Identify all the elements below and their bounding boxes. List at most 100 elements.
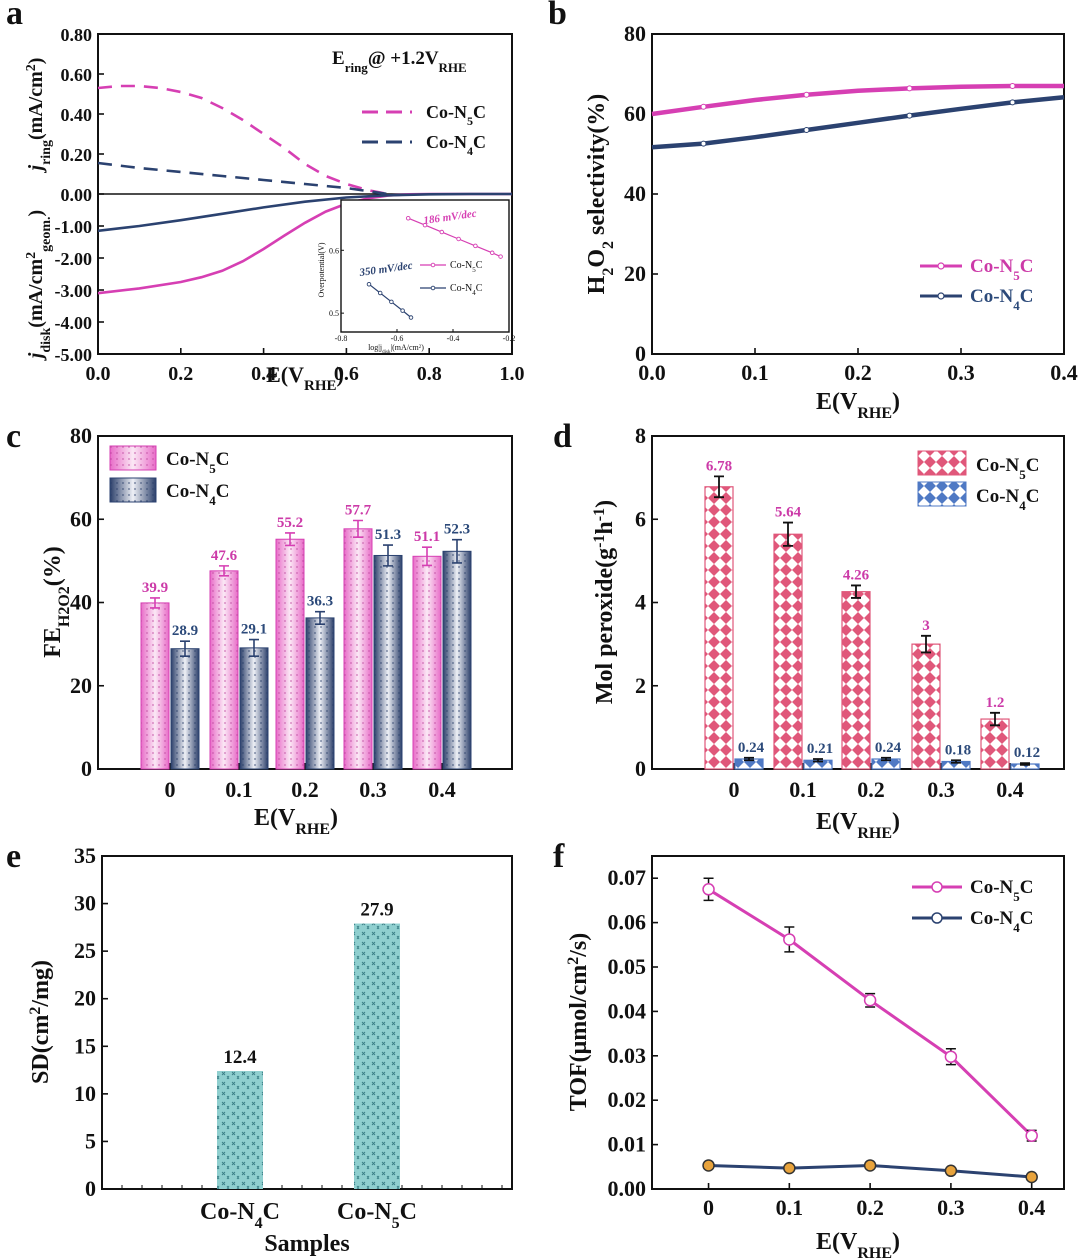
panel-f-ytick-label: 0.05: [608, 954, 647, 979]
panel-b-xlabel-part: E(V: [816, 389, 858, 415]
panel-a-inset-legend-label: Co-N5C: [450, 260, 483, 274]
panel-b-series-0: [651, 83, 1064, 117]
panel-d-errorbar: [744, 756, 754, 762]
panel-b-legend-label: Co-N4C: [970, 286, 1034, 313]
panel-d-bar-0: [980, 718, 1010, 770]
panel-c-errorbar: [315, 610, 325, 625]
panel-letter-b: b: [548, 0, 567, 32]
panel-a-ylabel-disk-text-part: j: [25, 352, 47, 361]
panel-b-ylabel-text-part: selectivity(%): [584, 94, 610, 241]
panel-c-errorbar: [353, 519, 363, 538]
panel-c-bar-pattern: [306, 617, 334, 769]
panel-d-legend-swatch: [917, 450, 967, 476]
panel-b-point: [1009, 99, 1016, 106]
panel-c-ytick-label: 0: [81, 756, 92, 781]
panel-c-ylabel-text-part: FE: [40, 627, 66, 658]
panel-f-xtick-label: 0.4: [1018, 1195, 1046, 1220]
panel-b-ylabel-text-part: H: [584, 275, 610, 294]
panel-d-legend-label-part: C: [1026, 486, 1040, 507]
panel-d-ytick-label: 2: [635, 673, 646, 698]
panel-f-ytick-label: 0.03: [608, 1043, 647, 1068]
panel-a-inset-legend-marker: [430, 262, 436, 268]
panel-f-frame: [651, 855, 1065, 1190]
panel-e-ytick-label: 35: [74, 843, 96, 868]
panel-a-inset-legend-label-part: C: [476, 283, 483, 294]
panel-f-xlabel-part: E(V: [816, 1229, 858, 1255]
panel-letter-f: f: [553, 838, 565, 875]
panel-c-ytick-label: 20: [70, 673, 92, 698]
panel-d-ylabel-text-part: -1: [591, 508, 608, 521]
panel-a-inset-legend-label-part: 4: [472, 289, 476, 297]
panel-e-ytick-label: 15: [74, 1033, 96, 1058]
panel-a-inset-xtick-label: -0.8: [335, 334, 348, 343]
panel-e-ylabel: SD(cm2/mg): [27, 960, 55, 1084]
panel-e-ytick-label: 10: [74, 1081, 96, 1106]
panel-f-ylabel-text-part: 2: [565, 957, 582, 965]
panel-a-xtick-label: 0.2: [168, 363, 193, 385]
panel-c-legend-label: Co-N4C: [166, 481, 230, 508]
panel-e-ytick-label: 5: [85, 1128, 96, 1153]
panel-d-ytick-label: 6: [635, 506, 646, 531]
panel-f-ytick-label: 0.02: [608, 1087, 647, 1112]
panel-a-series-3: [97, 192, 512, 233]
panel-a-xtick-label: 0.8: [417, 363, 442, 385]
panel-a-legend-label-part: 5: [467, 114, 473, 128]
panel-f-ytick-label: 0.01: [608, 1132, 647, 1157]
panel-a-ylabel-disk-text-part: (mA/cm: [25, 259, 47, 328]
panel-a-inset-legend-marker: [430, 285, 436, 291]
panel-c-data-label: 29.1: [241, 622, 267, 638]
panel-a-inset-point: [489, 250, 495, 256]
panel-f-point-0: [944, 1050, 958, 1063]
panel-d-data-label: 6.78: [706, 458, 732, 474]
panel-a-inset-ytick-label: 0.5: [329, 309, 339, 318]
panel-d-errorbar: [921, 634, 931, 654]
panel-b-legend-label: Co-N5C: [970, 256, 1034, 283]
panel-b-ytick-label: 40: [624, 181, 646, 206]
panel-c-bar-pattern: [374, 555, 402, 769]
panel-d-ylabel-text-part: -1: [591, 535, 608, 548]
panel-letter-e: e: [6, 838, 21, 875]
panel-a-inset-xlabel-part: log|j: [368, 343, 382, 352]
panel-c-errorbar: [285, 532, 295, 547]
panel-c-ylabel: FEH2O2(%): [40, 546, 73, 658]
panel-a-inset-point: [422, 222, 428, 228]
panel-f-xtick-label: 0: [703, 1195, 714, 1220]
panel-c-errorbar: [452, 538, 462, 564]
panel-d-errorbar: [881, 756, 891, 762]
panel-d-xtick-label: 0.2: [857, 777, 885, 802]
panel-f-point-0: [702, 883, 715, 896]
panel-b-xlabel: E(VRHE): [816, 389, 900, 422]
panel-a-inset-point: [439, 229, 445, 235]
panel-b-point: [906, 112, 913, 119]
panel-b-series-1: [651, 94, 1065, 150]
panel-e-ytick-label: 30: [74, 891, 96, 916]
panel-c-xlabel: E(VRHE): [254, 805, 338, 838]
panel-a-inset-xtick-label: -0.2: [503, 334, 516, 343]
panel-a-inset-xlabel: log|jdisk|(mA/cm2): [368, 343, 424, 355]
panel-c-legend-label: Co-N5C: [166, 449, 230, 476]
panel-a-ytick-label: -2.00: [55, 249, 93, 269]
panel-c-ylabel-text-part: (%): [40, 546, 66, 586]
panel-a-series-1: [97, 161, 388, 196]
panel-a-legend-label-part: Co-N: [426, 102, 467, 122]
panel-d-legend-label-part: Co-N: [976, 455, 1020, 476]
panel-a-ytick-label: 0.20: [61, 145, 93, 165]
panel-f-legend-label-part: Co-N: [970, 877, 1014, 898]
panel-f-point-0: [1025, 1129, 1038, 1142]
panel-f-xtick-label: 0.2: [856, 1195, 884, 1220]
panel-c-xtick-label: 0.4: [428, 777, 456, 802]
panel-f-legend-marker: [931, 912, 943, 924]
panel-b-legend-label-part: Co-N: [970, 286, 1014, 307]
panel-a-xtick-label: 0.0: [86, 363, 111, 385]
panel-a-ytick-label: -5.00: [55, 345, 93, 365]
panel-c-ylabel-text-part: H2O2: [56, 586, 73, 627]
panel-c-errorbar: [219, 565, 229, 577]
panel-c-ytick-label: 40: [70, 590, 92, 615]
panel-c-data-label: 28.9: [172, 623, 198, 639]
panel-a-inset-legend-label-part: C: [476, 260, 483, 271]
panel-d-data-label: 0.24: [875, 740, 902, 756]
panel-a-inset-xlabel-part: |(mA/cm: [390, 343, 419, 352]
panel-letter-a: a: [6, 0, 23, 32]
panel-d-ylabel-text-part: ): [592, 500, 618, 508]
panel-a-inset-legend-label: Co-N4C: [450, 283, 483, 297]
